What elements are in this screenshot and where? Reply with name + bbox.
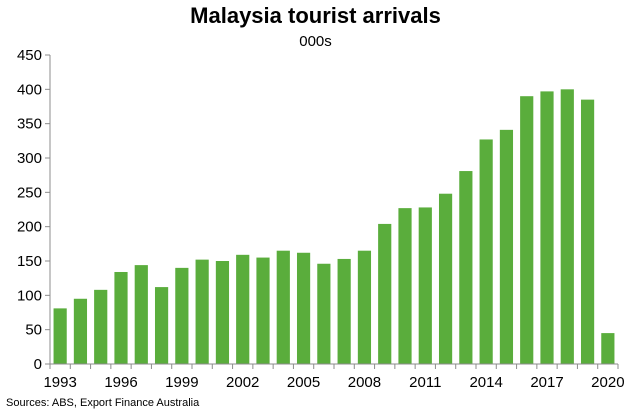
x-tick-label-2008: 2008 — [348, 374, 381, 391]
y-tick-label-400: 400 — [17, 81, 42, 98]
x-tick-label-2002: 2002 — [226, 374, 259, 391]
bar-2013 — [459, 171, 472, 364]
y-tick-label-450: 450 — [17, 47, 42, 64]
bar-1997 — [135, 265, 148, 364]
y-tick-label-50: 50 — [25, 322, 42, 339]
x-tick-labels: 1993 1996 1999 2002 2005 2008 2011 2014 2017 2020 — [43, 374, 624, 391]
y-tick-label-200: 200 — [17, 219, 42, 236]
x-tick-label-2020: 2020 — [591, 374, 624, 391]
bar-2004 — [277, 251, 290, 364]
bar-2006 — [317, 264, 330, 364]
bar-2019 — [581, 100, 594, 364]
bar-2007 — [338, 259, 351, 364]
x-tick-label-1996: 1996 — [104, 374, 137, 391]
x-tick-label-2014: 2014 — [469, 374, 502, 391]
y-tick-label-250: 250 — [17, 184, 42, 201]
bar-1999 — [175, 268, 188, 364]
bar-1993 — [54, 308, 67, 364]
bar-2011 — [419, 207, 432, 364]
bar-2001 — [216, 261, 229, 364]
bar-2014 — [480, 139, 493, 364]
y-tick-label-350: 350 — [17, 116, 42, 133]
bar-2000 — [196, 260, 209, 364]
bar-2020 — [601, 333, 614, 364]
y-tick-label-150: 150 — [17, 253, 42, 270]
x-tick-label-2011: 2011 — [409, 374, 441, 391]
y-tick-label-300: 300 — [17, 150, 42, 167]
bar-2005 — [297, 253, 310, 364]
x-tick-label-2005: 2005 — [287, 374, 320, 391]
bar-2002 — [236, 255, 249, 364]
bar-2018 — [561, 89, 574, 364]
bar-2003 — [256, 258, 269, 364]
bar-1998 — [155, 287, 168, 364]
bar-1994 — [74, 299, 87, 364]
bar-2009 — [378, 224, 391, 364]
bar-2008 — [358, 251, 371, 364]
bar-2010 — [398, 208, 411, 364]
bar-1996 — [114, 272, 127, 364]
bar-2015 — [500, 130, 513, 364]
bars-group — [54, 89, 615, 364]
bar-1995 — [94, 290, 107, 364]
bar-2017 — [540, 91, 553, 364]
bar-2012 — [439, 194, 452, 364]
y-tick-labels: 0 50 100 150 200 250 300 350 400 450 — [17, 47, 42, 373]
x-tick-label-1999: 1999 — [165, 374, 198, 391]
y-tick-label-100: 100 — [17, 287, 42, 304]
x-tick-label-2017: 2017 — [530, 374, 563, 391]
x-tick-label-1993: 1993 — [43, 374, 76, 391]
y-tick-label-0: 0 — [34, 356, 42, 373]
chart-source: Sources: ABS, Export Finance Australia — [6, 397, 199, 409]
bar-2016 — [520, 96, 533, 364]
